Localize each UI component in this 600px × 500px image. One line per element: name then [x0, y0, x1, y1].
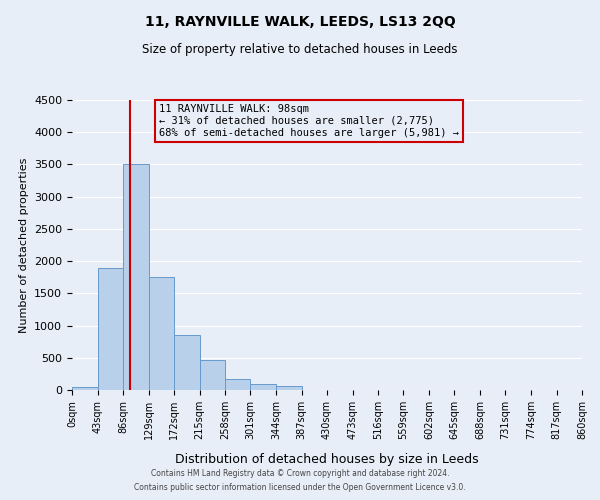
- Bar: [174, 334, 199, 390]
- Bar: [97, 268, 123, 390]
- Text: Contains HM Land Registry data © Crown copyright and database right 2024.: Contains HM Land Registry data © Crown c…: [151, 468, 449, 477]
- Bar: [251, 384, 276, 390]
- X-axis label: Distribution of detached houses by size in Leeds: Distribution of detached houses by size …: [175, 453, 479, 466]
- Bar: [123, 164, 149, 390]
- Bar: [199, 360, 225, 390]
- Bar: [225, 378, 251, 390]
- Bar: [72, 388, 97, 390]
- Text: Size of property relative to detached houses in Leeds: Size of property relative to detached ho…: [142, 42, 458, 56]
- Bar: [149, 277, 174, 390]
- Y-axis label: Number of detached properties: Number of detached properties: [19, 158, 29, 332]
- Text: 11 RAYNVILLE WALK: 98sqm
← 31% of detached houses are smaller (2,775)
68% of sem: 11 RAYNVILLE WALK: 98sqm ← 31% of detach…: [158, 104, 459, 138]
- Text: 11, RAYNVILLE WALK, LEEDS, LS13 2QQ: 11, RAYNVILLE WALK, LEEDS, LS13 2QQ: [145, 15, 455, 29]
- Bar: [276, 386, 302, 390]
- Text: Contains public sector information licensed under the Open Government Licence v3: Contains public sector information licen…: [134, 484, 466, 492]
